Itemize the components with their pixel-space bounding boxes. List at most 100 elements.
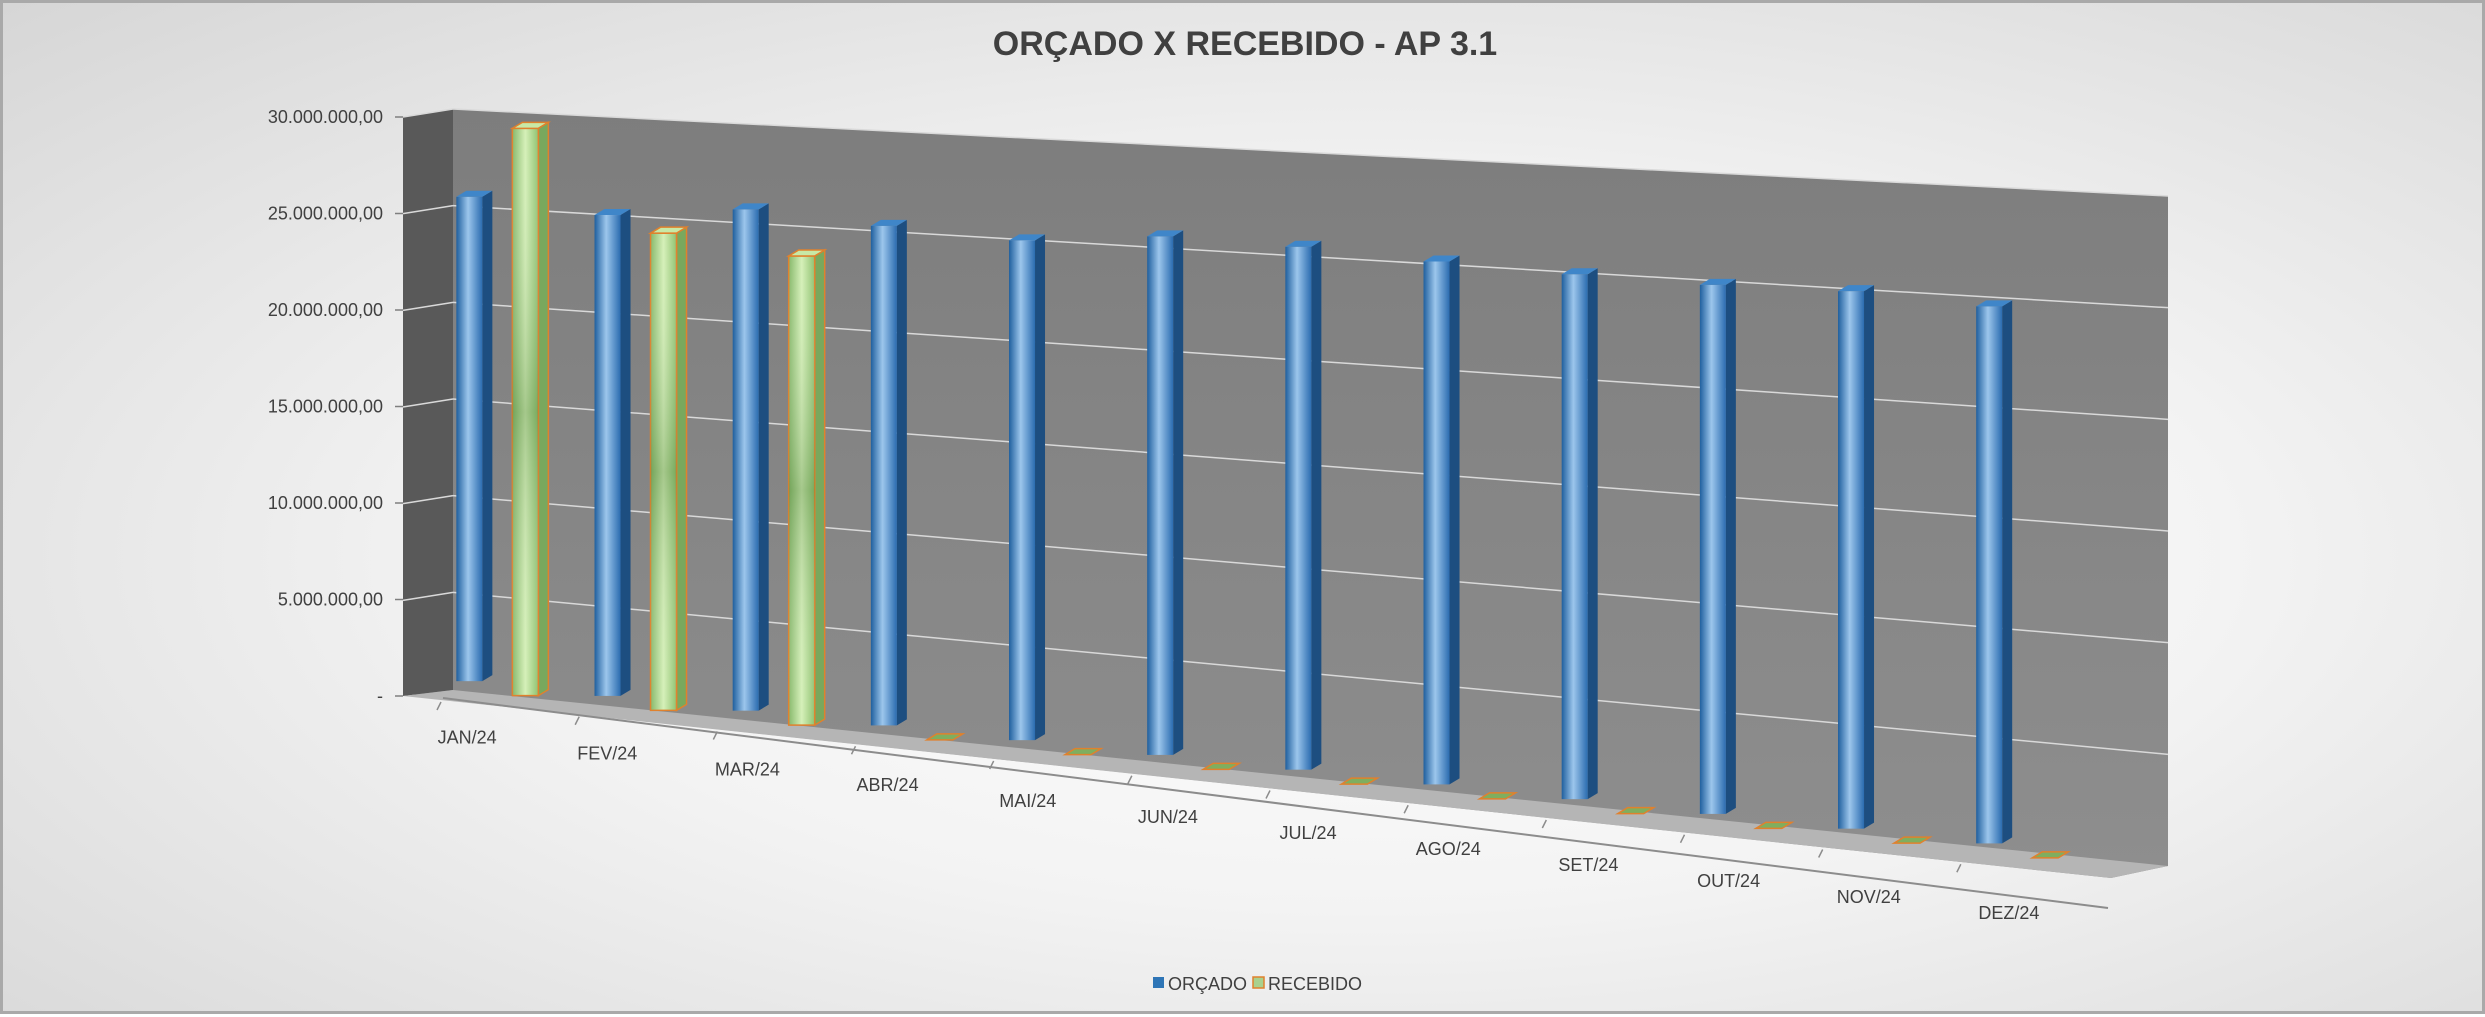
bar-orcado-front bbox=[1423, 261, 1450, 785]
bar-recebido-zero bbox=[1753, 821, 1795, 830]
bar-orcado-top bbox=[1561, 268, 1598, 275]
x-tick-label: MAI/24 bbox=[999, 791, 1056, 811]
y-tick-label: 20.000.000,00 bbox=[268, 300, 383, 320]
y-axis: - 5.000.000,00 10.000.000,00 15.000.000,00 2… bbox=[268, 107, 403, 706]
bar-recebido-zero bbox=[1476, 792, 1519, 800]
x-tick-label: NOV/24 bbox=[1837, 887, 1901, 907]
x-tick-mark bbox=[436, 701, 442, 711]
bar-orcado-side bbox=[1449, 255, 1460, 785]
x-tick-mark bbox=[1679, 834, 1686, 844]
bar-orcado bbox=[732, 203, 769, 711]
bar-orcado-side bbox=[758, 203, 769, 711]
bar-recebido-shade bbox=[788, 255, 815, 726]
bar-orcado-top bbox=[1699, 278, 1736, 285]
legend-label-orcado: ORÇADO bbox=[1168, 974, 1247, 994]
gridline-side bbox=[402, 108, 454, 118]
bar-orcado-top bbox=[1285, 240, 1322, 247]
bar-orcado-front bbox=[732, 209, 759, 711]
bar-orcado-side bbox=[1311, 240, 1322, 770]
bar-recebido bbox=[509, 120, 552, 697]
bar-orcado bbox=[1838, 285, 1875, 829]
gridline-side bbox=[402, 494, 454, 505]
bar-orcado-front bbox=[1285, 246, 1312, 770]
x-tick-label: DEZ/24 bbox=[1978, 903, 2039, 923]
x-tick-mark bbox=[1403, 804, 1409, 814]
gridline-side bbox=[402, 301, 454, 312]
legend-swatch-orcado bbox=[1153, 977, 1164, 988]
bar-recebido-side bbox=[537, 120, 550, 697]
x-tick-mark bbox=[1127, 775, 1133, 785]
bar-orcado-front bbox=[1009, 240, 1036, 741]
x-axis-line bbox=[442, 697, 2109, 909]
bar-orcado bbox=[594, 209, 631, 696]
bar-recebido-zero bbox=[1891, 836, 1933, 844]
bar-recebido-side bbox=[813, 248, 826, 727]
bar-orcado-top bbox=[1838, 285, 1875, 292]
y-tick-label: 10.000.000,00 bbox=[268, 493, 383, 513]
legend-label-recebido: RECEBIDO bbox=[1268, 974, 1362, 994]
bar-orcado-top bbox=[456, 190, 493, 197]
bar-orcado bbox=[1147, 230, 1184, 755]
legend-swatch-recebido bbox=[1252, 976, 1265, 989]
y-tick-label: - bbox=[377, 686, 383, 706]
x-tick-mark bbox=[850, 745, 857, 755]
x-tick-mark bbox=[1541, 819, 1548, 829]
x-tick-mark bbox=[1265, 790, 1271, 799]
bar-orcado-front bbox=[1147, 236, 1174, 755]
gridline bbox=[452, 108, 2169, 197]
chart-svg: ORÇADO X RECEBIDO - AP 3.1 - 5.000.000,00… bbox=[268, 25, 2169, 994]
floor bbox=[403, 690, 2168, 878]
legend: ORÇADO RECEBIDO bbox=[1153, 974, 1362, 994]
bar-orcado-top bbox=[1976, 300, 2013, 307]
bar-orcado-side bbox=[1587, 268, 1598, 800]
bar-recebido-zero bbox=[924, 733, 966, 741]
x-axis: JAN/24 FEV/24 MAR/24 ABR/24 MAI/24 JUN/24 JUL/… bbox=[436, 697, 2109, 923]
bar-orcado bbox=[1285, 240, 1322, 770]
chart-title: ORÇADO X RECEBIDO - AP 3.1 bbox=[993, 25, 1497, 63]
x-tick-label: JUL/24 bbox=[1280, 823, 1337, 843]
bar-orcado-top bbox=[1147, 230, 1184, 237]
bar-orcado-top bbox=[732, 203, 769, 210]
bar-orcado-top bbox=[1009, 234, 1046, 241]
gridline-side bbox=[402, 591, 454, 602]
bar-orcado bbox=[1423, 255, 1460, 785]
x-tick-label: OUT/24 bbox=[1697, 871, 1760, 891]
bar-orcado-top bbox=[594, 209, 631, 216]
bar-recebido-zero bbox=[2029, 851, 2071, 859]
bar-recebido-zero bbox=[1614, 806, 1657, 815]
x-tick-label: AGO/24 bbox=[1416, 839, 1481, 859]
bar-orcado-front bbox=[1699, 284, 1726, 814]
bar-recebido-zero bbox=[1338, 777, 1381, 785]
x-tick-mark bbox=[712, 731, 719, 740]
gridline-side bbox=[402, 398, 454, 408]
bar-orcado-side bbox=[620, 209, 631, 696]
x-tick-mark bbox=[574, 716, 580, 726]
bar-orcado-side bbox=[482, 190, 493, 682]
gridline-side bbox=[402, 204, 454, 215]
bar-orcado-side bbox=[2002, 300, 2013, 844]
bar-recebido-zero bbox=[1062, 747, 1104, 756]
bar-orcado-side bbox=[1035, 234, 1046, 741]
bar-orcado bbox=[456, 190, 493, 682]
bar-recebido-shade bbox=[512, 128, 539, 696]
y-tick-label: 15.000.000,00 bbox=[268, 397, 383, 417]
bar-orcado-side bbox=[896, 219, 907, 726]
y-tick-label: 30.000.000,00 bbox=[268, 107, 383, 127]
bar-orcado bbox=[1561, 268, 1598, 800]
y-tick-label: 5.000.000,00 bbox=[278, 590, 383, 610]
x-tick-label: ABR/24 bbox=[857, 775, 919, 795]
x-tick-label: JAN/24 bbox=[438, 727, 497, 747]
bar-orcado-front bbox=[594, 215, 621, 696]
bar-orcado-top bbox=[1423, 255, 1460, 262]
bars bbox=[456, 120, 2071, 859]
x-tick-label: SET/24 bbox=[1558, 855, 1618, 875]
bar-recebido bbox=[647, 225, 690, 712]
bar-recebido-shade bbox=[650, 233, 677, 711]
bar-orcado-top bbox=[870, 219, 907, 226]
bar-recebido-zero bbox=[1200, 762, 1242, 771]
x-tick-mark bbox=[988, 760, 995, 770]
bar-orcado-front bbox=[1838, 291, 1865, 829]
bar-recebido bbox=[785, 248, 828, 727]
bar-orcado bbox=[1699, 278, 1736, 814]
y-tick-label: 25.000.000,00 bbox=[268, 204, 383, 224]
